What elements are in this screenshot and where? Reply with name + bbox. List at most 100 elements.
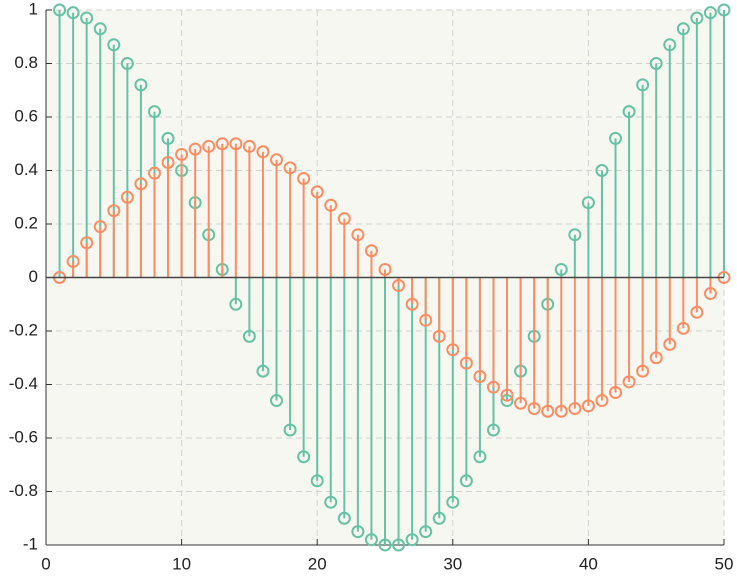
stem-marker	[419, 525, 433, 539]
y-tick-label: -0.4	[9, 374, 38, 393]
stem-marker	[581, 196, 595, 210]
stem-marker	[270, 153, 284, 167]
stem-marker	[486, 423, 500, 437]
y-tick-label: 0	[29, 267, 38, 286]
stem-marker	[595, 164, 609, 177]
stem-marker	[609, 131, 623, 145]
stem-marker	[175, 147, 189, 161]
stem-marker	[473, 450, 487, 464]
stem-marker	[622, 375, 636, 389]
stem-marker	[676, 22, 690, 36]
stem-marker	[514, 396, 528, 410]
stem-marker	[459, 356, 473, 370]
stem-marker	[310, 474, 324, 488]
stem-marker	[161, 155, 175, 169]
stem-marker	[581, 399, 595, 413]
stem-marker	[392, 538, 406, 552]
stem-marker	[229, 297, 243, 311]
stem-marker	[134, 78, 148, 92]
y-tick-label: 0.6	[14, 106, 38, 125]
stem-marker	[351, 525, 365, 539]
stem-marker	[188, 142, 202, 156]
stem-marker	[80, 236, 94, 250]
y-tick-label: 0.2	[14, 213, 38, 232]
stem-marker	[324, 198, 338, 212]
stem-marker	[256, 145, 270, 159]
x-tick-label: 50	[715, 554, 734, 573]
stem-marker	[636, 364, 650, 378]
stem-marker	[120, 190, 134, 204]
stem-marker	[66, 254, 80, 268]
y-tick-label: 0.4	[14, 160, 38, 179]
stem-marker	[364, 244, 378, 258]
stem-marker	[378, 262, 392, 276]
y-tick-label: -0.6	[9, 427, 38, 446]
stem-marker	[676, 321, 690, 335]
stem-marker	[717, 3, 731, 17]
stem-marker	[310, 185, 324, 199]
stem-marker	[283, 161, 297, 175]
stem-marker	[446, 343, 460, 357]
stem-marker	[324, 495, 338, 509]
stem-marker	[663, 38, 677, 52]
y-tick-label: -0.8	[9, 481, 38, 500]
stem-marker	[486, 380, 500, 394]
stem-marker	[527, 402, 541, 416]
y-tick-label: -1	[23, 534, 38, 553]
stem-marker	[568, 402, 582, 416]
stem-marker	[93, 220, 107, 234]
stem-marker	[554, 404, 568, 418]
stem-marker	[649, 351, 663, 365]
stem-marker	[419, 313, 433, 327]
stem-marker	[120, 57, 134, 70]
stem-marker	[554, 262, 568, 276]
stem-marker	[147, 166, 161, 180]
y-tick-label: 1	[29, 0, 38, 18]
stem-marker	[134, 177, 148, 191]
stem-marker	[541, 404, 555, 418]
stem-marker	[690, 305, 704, 319]
stem-marker	[432, 329, 446, 343]
y-tick-label: -0.2	[9, 320, 38, 339]
y-tick-label: 0.8	[14, 53, 38, 72]
stem-marker	[107, 38, 121, 52]
stem-marker	[283, 423, 297, 437]
x-tick-label: 0	[41, 554, 50, 573]
x-tick-label: 30	[443, 554, 462, 573]
stem-marker	[405, 533, 419, 547]
stem-marker	[568, 228, 582, 242]
stem-marker	[446, 495, 460, 509]
stem-marker	[636, 78, 650, 92]
stem-marker	[432, 511, 446, 525]
stem-marker	[53, 3, 67, 17]
stem-marker	[690, 11, 704, 25]
stem-marker	[202, 139, 216, 153]
stem-marker	[256, 364, 270, 378]
stem-marker	[337, 511, 351, 525]
stem-marker	[364, 533, 378, 547]
stem-marker	[66, 6, 80, 20]
stem-marker	[392, 279, 406, 293]
stem-marker	[500, 388, 514, 402]
x-tick-label: 20	[308, 554, 327, 573]
stem-marker	[405, 297, 419, 311]
stem-marker	[378, 538, 392, 552]
stem-marker	[703, 287, 717, 301]
stem-marker	[473, 369, 487, 383]
stem-marker	[107, 204, 121, 218]
stem-marker	[703, 6, 717, 20]
stem-marker	[147, 105, 161, 119]
x-tick-label: 40	[579, 554, 598, 573]
stem-marker	[649, 57, 663, 70]
stem-marker	[297, 172, 311, 186]
stem-marker	[215, 137, 229, 151]
stem-marker	[351, 228, 365, 242]
stem-marker	[297, 450, 311, 464]
stem-marker	[270, 394, 284, 408]
stem-marker	[229, 137, 243, 151]
stem-marker	[80, 11, 94, 25]
stem-marker	[609, 386, 623, 400]
stem-marker	[337, 212, 351, 226]
stem-marker	[161, 131, 175, 145]
